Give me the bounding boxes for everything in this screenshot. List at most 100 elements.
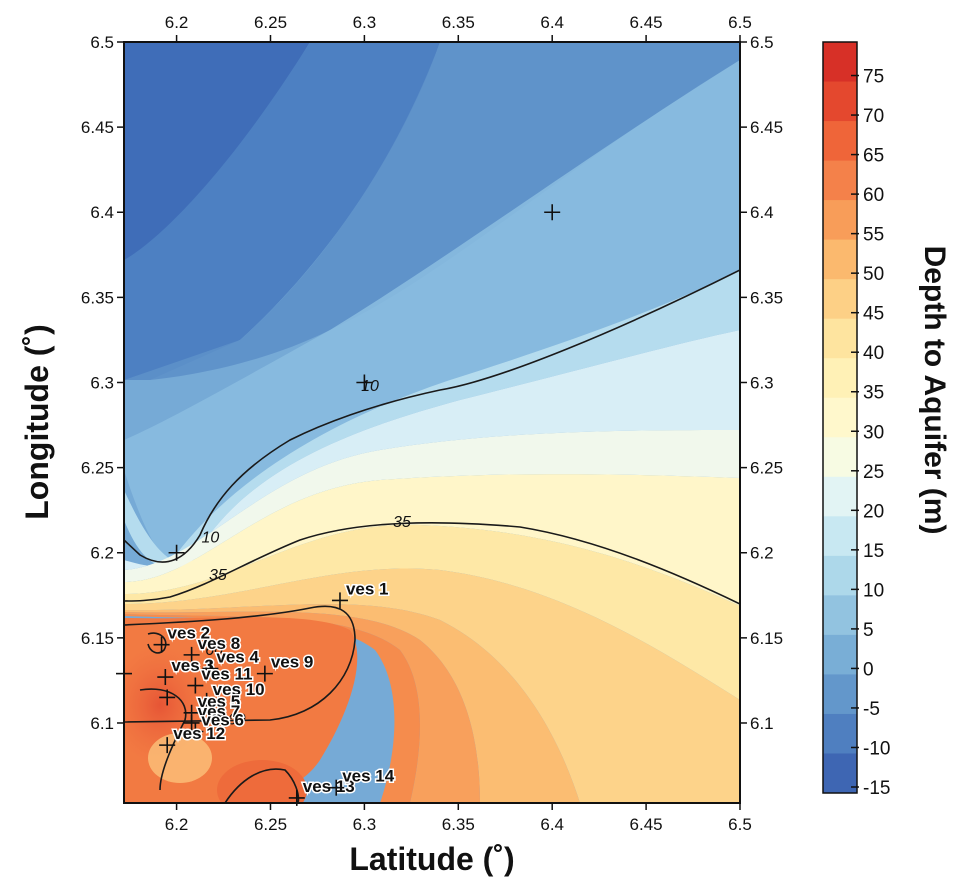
colorbar-tick-label: 75 — [863, 67, 884, 88]
colorbar-tick-label: -15 — [863, 778, 890, 799]
x-tick-label-top: 6.45 — [630, 13, 663, 32]
y-tick-label-right: 6.4 — [750, 203, 774, 222]
plot-frame — [123, 41, 741, 804]
band-orange-deep — [124, 614, 420, 803]
y-tick-label-right: 6.25 — [750, 459, 783, 478]
band-light-blue-2 — [124, 270, 740, 568]
band-cream — [124, 430, 740, 582]
y-tick-label-left: 6.45 — [81, 118, 114, 137]
y-tick-label-left: 6.35 — [81, 288, 114, 307]
colorbar-tick-label: 0 — [863, 659, 874, 680]
station-label: ves 9 — [271, 653, 314, 672]
station-label: ves 6 — [201, 710, 244, 729]
x-tick-label-top: 6.35 — [442, 13, 475, 32]
contour-60-core — [139, 688, 187, 791]
band-light-blue-1 — [124, 60, 740, 560]
station-label: ves 1 — [346, 579, 389, 598]
station-label: ves 11 — [201, 665, 252, 684]
x-tick-label-top: 6.3 — [353, 13, 377, 32]
y-tick-label-left: 6.5 — [90, 33, 114, 52]
y-tick-label-left: 6.4 — [90, 203, 114, 222]
colorbar-tick-label: 65 — [863, 146, 884, 167]
band-yellow — [124, 524, 740, 700]
y-tick-label-right: 6.5 — [750, 33, 774, 52]
y-tick-label-left: 6.2 — [90, 544, 114, 563]
contour-35 — [124, 521, 740, 605]
y-tick-label-right: 6.3 — [750, 373, 774, 392]
hot-core-south — [217, 760, 307, 803]
colorbar-title: Depth to Aquifer (m) — [918, 246, 951, 535]
station-label: ves 5 — [198, 692, 241, 711]
band-light-yellow — [124, 474, 740, 606]
band-blue — [124, 42, 440, 380]
contour-label: 35 — [209, 567, 227, 584]
colorbar-tick-label: 20 — [863, 501, 884, 522]
colorbar-tick-label: 50 — [863, 264, 884, 285]
contour-60 — [124, 605, 356, 723]
station-label: ves 4 — [216, 648, 259, 667]
band-orange-light — [124, 568, 740, 803]
colorbar-tick-label: 55 — [863, 225, 884, 246]
band-mid-blue — [124, 42, 740, 380]
y-tick-label-right: 6.45 — [750, 118, 783, 137]
x-tick-label-bottom: 6.45 — [630, 815, 663, 834]
colorbar-tick-label: -10 — [863, 738, 890, 759]
colorbar-tick-label: 45 — [863, 304, 884, 325]
y-tick-label-right: 6.2 — [750, 544, 774, 563]
station-label: ves 7 — [198, 702, 241, 721]
colorbar-tick-label: 5 — [863, 620, 874, 641]
station-label: ves 14 — [342, 767, 395, 786]
colorbar-tick-label: 10 — [863, 580, 884, 601]
contour-lines — [124, 269, 740, 803]
station-label: ves 10 — [213, 680, 265, 699]
x-tick-label-top: 6.2 — [165, 13, 189, 32]
contour-60-south — [224, 768, 300, 803]
contour-label: 60 — [228, 712, 246, 729]
colorbar-tick-label: 35 — [863, 383, 884, 404]
colorbar-tick-label: 30 — [863, 422, 884, 443]
contour-label: 60 — [205, 642, 223, 659]
y-tick-label-right: 6.35 — [750, 288, 783, 307]
band-orange — [124, 611, 480, 803]
colorbar-tick-label: 60 — [863, 185, 884, 206]
colorbar-frame — [822, 41, 858, 794]
x-tick-label-bottom: 6.35 — [442, 815, 475, 834]
y-axis-title: Longitude (˚) — [19, 324, 55, 519]
station-label: ves 2 — [168, 624, 211, 643]
band-deep-blue — [124, 42, 310, 260]
y-tick-label-left: 6.25 — [81, 459, 114, 478]
y-tick-label-left: 6.3 — [90, 373, 114, 392]
colorbar-tick-label: 40 — [863, 343, 884, 364]
y-tick-label-left: 6.1 — [90, 714, 114, 733]
station-label: ves 12 — [173, 724, 225, 743]
x-tick-label-top: 6.25 — [254, 13, 287, 32]
x-tick-label-top: 6.4 — [540, 13, 564, 32]
x-tick-label-top: 6.5 — [728, 13, 752, 32]
station-label: ves 13 — [303, 777, 355, 796]
contour-label: 35 — [393, 514, 411, 531]
band-pale-blue — [124, 330, 740, 570]
contour-10 — [124, 269, 740, 563]
y-tick-label-right: 6.15 — [750, 629, 783, 648]
x-axis-title: Latitude (˚) — [349, 841, 514, 877]
y-tick-label-right: 6.1 — [750, 714, 774, 733]
x-tick-label-bottom: 6.3 — [353, 815, 377, 834]
colorbar-tick-label: -5 — [863, 699, 880, 720]
y-tick-label-left: 6.15 — [81, 629, 114, 648]
x-tick-label-bottom: 6.5 — [728, 815, 752, 834]
colorbar-tick-label: 70 — [863, 106, 884, 127]
band-orange-mid — [124, 604, 580, 803]
x-tick-label-bottom: 6.2 — [165, 815, 189, 834]
station-label: ves 3 — [171, 656, 214, 675]
colorbar-tick-label: 15 — [863, 541, 884, 562]
contour-label: 10 — [201, 530, 219, 547]
contour-60-inner — [147, 632, 167, 654]
x-tick-label-bottom: 6.4 — [540, 815, 564, 834]
station-label: ves 8 — [198, 634, 241, 653]
colorbar-tick-label: 25 — [863, 462, 884, 483]
axis-ticks: 6.2 6.2 6.25 6.25 6.3 6.3 6.35 6.35 6.4 6.4 6.45 6.… — [81, 13, 783, 834]
